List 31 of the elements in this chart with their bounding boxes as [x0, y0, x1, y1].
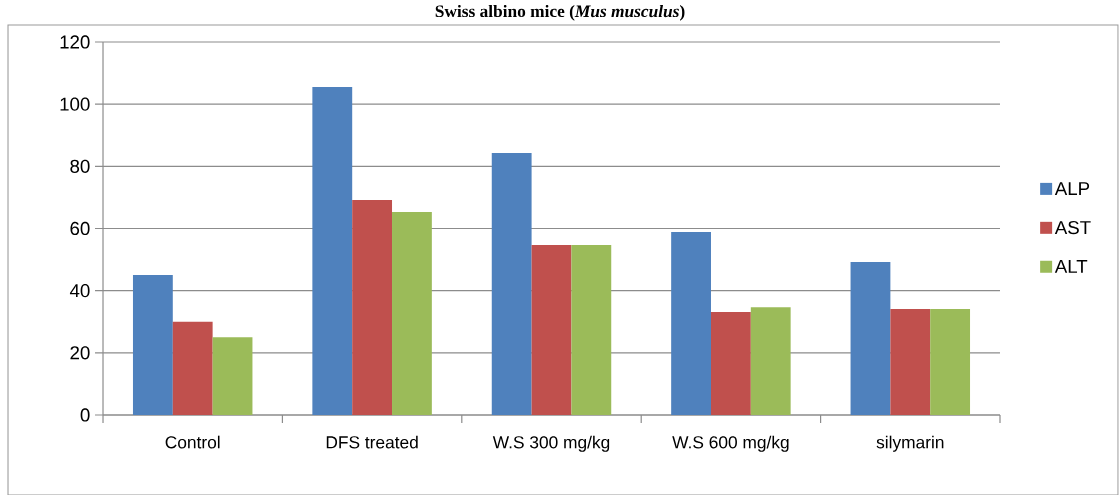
x-tick-label: DFS treated — [326, 435, 418, 449]
y-tick-label: 40 — [69, 284, 90, 298]
y-tick-label: 80 — [70, 159, 90, 173]
bar — [212, 337, 253, 415]
bar — [890, 309, 931, 415]
bar — [352, 199, 393, 415]
bar — [710, 312, 751, 415]
bar — [491, 152, 532, 415]
x-tick-label: Control — [165, 435, 220, 449]
bar — [172, 321, 213, 415]
chart-title: Swiss albino mice (Mus musculus) — [435, 4, 685, 21]
x-tick-label: silymarin — [876, 435, 944, 452]
y-tick-label: 0 — [80, 408, 90, 422]
bar — [750, 307, 791, 415]
bar — [392, 212, 432, 415]
y-tick-label: 20 — [70, 346, 90, 360]
legend-label: ALT — [1054, 260, 1088, 273]
x-tick-label: W.S 600 mg/kg — [672, 435, 789, 452]
y-tick-label: 100 — [60, 97, 90, 111]
legend-label: ALP — [1054, 182, 1090, 195]
bar — [571, 244, 612, 415]
bar — [930, 309, 971, 415]
bar — [850, 262, 891, 415]
x-tick-label: W.S 300 mg/kg — [492, 435, 610, 452]
legend-label: AST — [1054, 220, 1091, 235]
bar — [132, 275, 173, 415]
bar — [531, 244, 572, 415]
bar — [312, 87, 353, 415]
bar — [671, 231, 711, 415]
y-tick-label: 120 — [60, 35, 90, 49]
y-tick-label: 60 — [70, 221, 90, 236]
